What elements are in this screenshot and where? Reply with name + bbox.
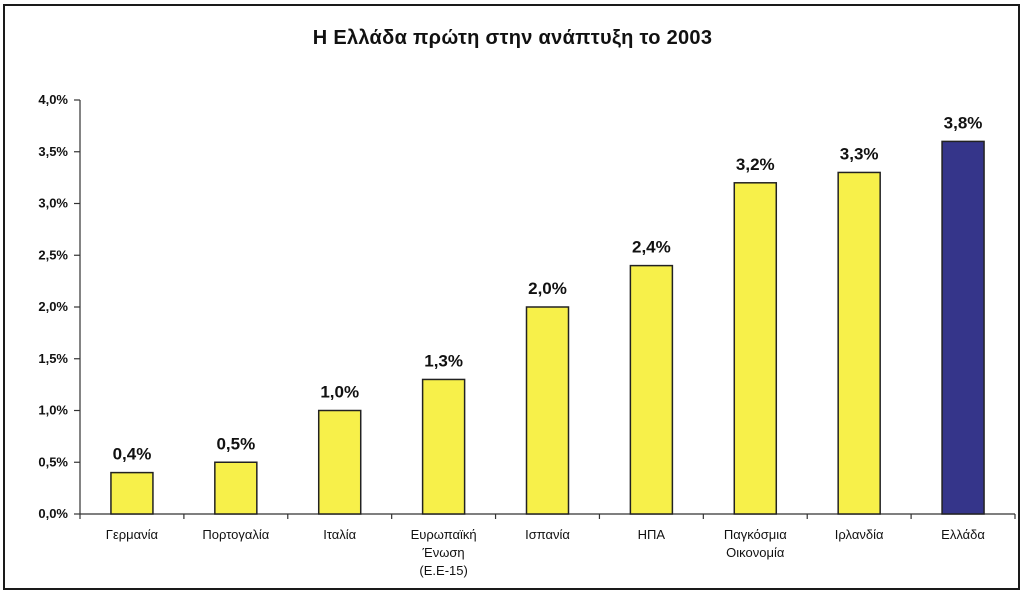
y-tick-label: 1,5% — [38, 351, 68, 366]
category-label: ΗΠΑ — [638, 527, 666, 542]
bars — [110, 140, 985, 515]
category-label: Ισπανία — [525, 527, 570, 542]
data-label: 2,4% — [632, 238, 671, 257]
data-label: 0,4% — [113, 445, 152, 464]
category-label: Ιρλανδία — [835, 527, 884, 542]
bar — [733, 182, 778, 515]
bar — [525, 306, 570, 515]
data-label: 1,3% — [424, 351, 463, 370]
y-tick-label: 0,0% — [38, 506, 68, 521]
y-tick-label: 2,0% — [38, 299, 68, 314]
y-ticks: 0,0% 0,5% 1,0% 1,5% 2,0% 2,5% 3,0% 3,5% 4,0% — [38, 92, 1016, 521]
category-labels: Γερμανία Πορτογαλία Ιταλία Ευρωπαϊκή Ένωση (Ε… — [106, 527, 986, 578]
data-label: 3,2% — [736, 155, 775, 174]
data-label: 0,5% — [216, 434, 255, 453]
data-label: 3,3% — [840, 144, 879, 163]
data-label: 2,0% — [528, 279, 567, 298]
y-tick-label: 3,0% — [38, 196, 68, 211]
data-labels: 0,4% 0,5% 1,0% 1,3% 2,0% 2,4% 3,2% 3,3% 3,8% — [113, 113, 983, 463]
bar — [837, 171, 881, 515]
category-label: Ευρωπαϊκή — [411, 527, 477, 542]
category-label: Ένωση — [422, 545, 465, 560]
bar — [629, 264, 674, 515]
y-tick-label: 0,5% — [38, 454, 68, 469]
chart-title: Η Ελλάδα πρώτη στην ανάπτυξη το 2003 — [312, 27, 713, 49]
bar — [214, 461, 258, 515]
bar — [110, 471, 154, 515]
data-label: 1,0% — [320, 383, 359, 402]
category-label: Ελλάδα — [941, 527, 985, 542]
category-label: Ιταλία — [323, 527, 356, 542]
y-tick-label: 2,5% — [38, 247, 68, 262]
category-label: Οικονομία — [726, 545, 785, 560]
y-tick-label: 4,0% — [38, 92, 68, 107]
category-label: (Ε.Ε-15) — [419, 563, 467, 578]
category-label: Παγκόσμια — [724, 527, 787, 542]
bar — [421, 378, 466, 515]
category-label: Γερμανία — [106, 527, 159, 542]
data-label: 3,8% — [944, 113, 983, 132]
bar — [317, 409, 362, 515]
y-tick-label: 1,0% — [38, 403, 68, 418]
y-tick-label: 3,5% — [38, 144, 68, 159]
category-label: Πορτογαλία — [202, 527, 269, 542]
bar — [941, 140, 985, 515]
